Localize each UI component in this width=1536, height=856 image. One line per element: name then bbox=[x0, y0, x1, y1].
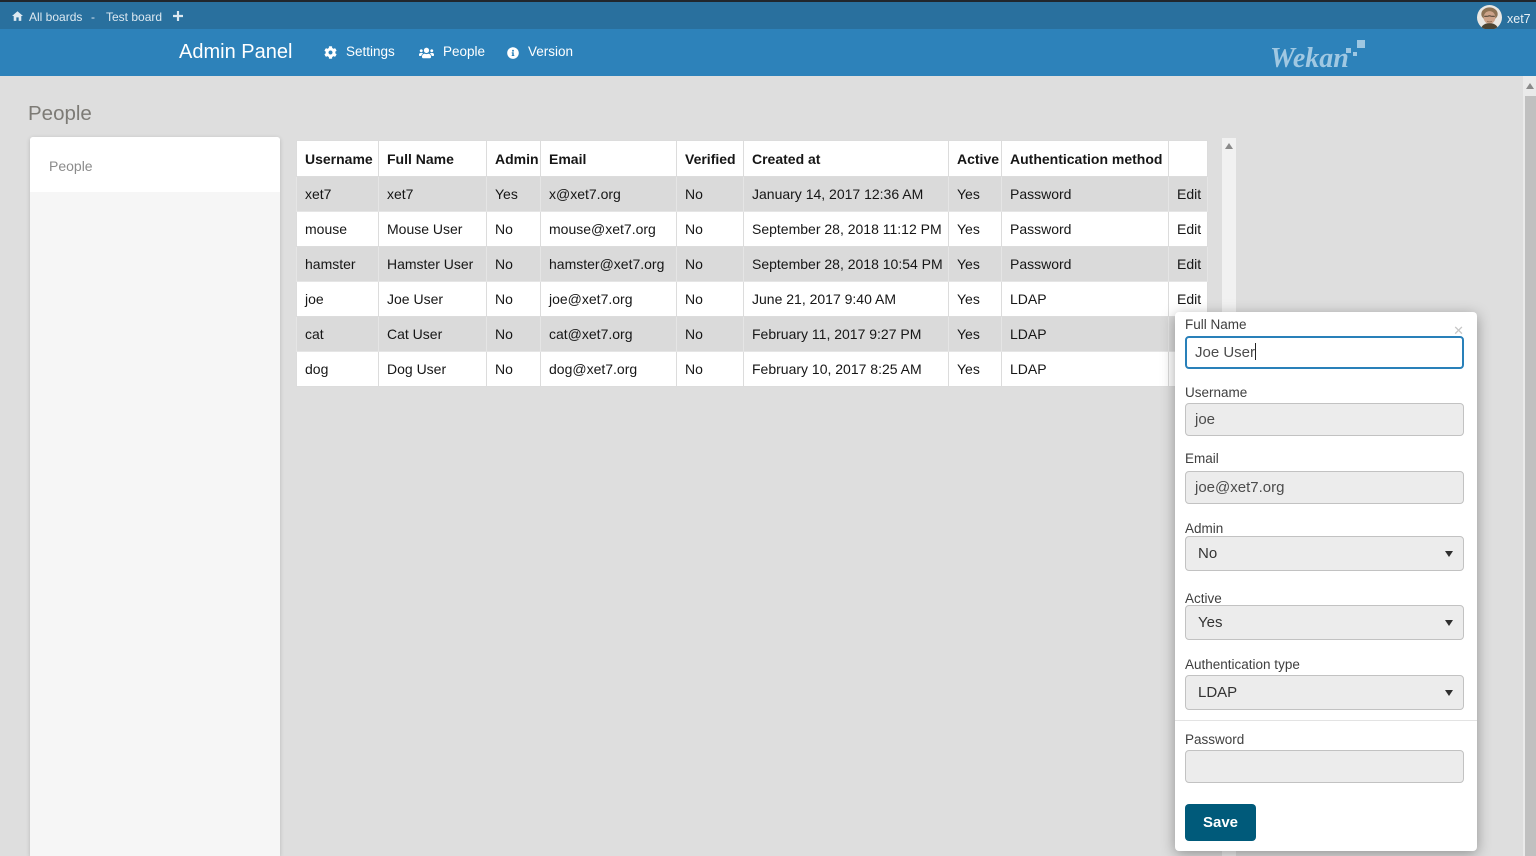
svg-text:Wekan: Wekan bbox=[1270, 43, 1349, 74]
